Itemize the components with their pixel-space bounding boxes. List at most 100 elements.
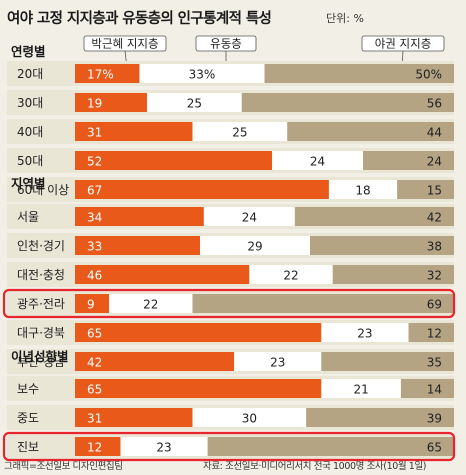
opposition-support-value: 15: [427, 184, 442, 198]
opposition-support-bar: [408, 323, 454, 342]
legend-label: 박근혜 지지층: [91, 37, 158, 51]
swing-voter-value: 24: [242, 211, 257, 225]
opposition-support-value: 38: [427, 240, 442, 254]
legend-box: [83, 35, 167, 52]
ruling-support-bar: [75, 151, 273, 170]
swing-voter-bar: [272, 151, 364, 170]
ruling-support-bar: [75, 294, 110, 313]
ruling-support-bar: [75, 437, 121, 456]
footer-credit: 그래픽=조선일보 디자인편집팀: [4, 461, 123, 472]
swing-voter-bar: [147, 93, 242, 112]
opposition-support-bar: [397, 180, 454, 199]
row-label: 보수: [17, 382, 39, 396]
row-label: 서울: [17, 210, 39, 224]
ruling-support-value: 34: [87, 211, 102, 225]
opposition-support-value: 24: [427, 155, 442, 169]
ruling-support-value: 67: [87, 184, 102, 198]
ruling-support-bar: [75, 323, 322, 342]
legend-label: 야권 지지층: [375, 37, 432, 51]
opposition-support-value: 12: [427, 327, 442, 341]
opposition-support-bar: [294, 207, 454, 226]
ruling-support-value: 52: [87, 155, 102, 169]
opposition-support-bar: [363, 151, 454, 170]
opposition-support-value: 32: [427, 269, 442, 283]
footer: 그래픽=조선일보 디자인편집팀 자료: 조선일보·미디어리서치 전국 1000명…: [4, 458, 427, 472]
ruling-support-value: 12: [87, 441, 102, 455]
ruling-support-value: 19: [87, 97, 102, 111]
swing-voter-value: 22: [143, 298, 158, 312]
ruling-support-value: 65: [87, 383, 102, 397]
group-header: 연령별: [11, 44, 46, 59]
swing-voter-bar: [321, 379, 401, 398]
opposition-support-bar: [207, 437, 454, 456]
opposition-support-bar: [287, 122, 454, 141]
swing-voter-bar: [328, 180, 398, 199]
ruling-support-bar: [75, 93, 148, 112]
ruling-support-value: 42: [87, 356, 102, 370]
swing-voter-bar: [200, 236, 310, 255]
swing-voter-value: 18: [355, 184, 370, 198]
ruling-support-bar: [75, 379, 322, 398]
ruling-support-bar: [75, 408, 193, 427]
ruling-support-bar: [75, 207, 204, 226]
swing-voter-value: 25: [187, 97, 202, 111]
swing-voter-bar: [234, 352, 322, 371]
unit-label: 단위: %: [326, 12, 364, 25]
group-header: 지역별: [11, 176, 46, 191]
row-label: 20대: [17, 67, 43, 81]
opposition-support-bar: [241, 93, 454, 112]
ruling-support-value: 65: [87, 327, 102, 341]
opposition-support-value: 14: [427, 383, 442, 397]
swing-voter-value: 25: [232, 126, 247, 140]
swing-voter-bar: [203, 207, 295, 226]
swing-voter-value: 22: [283, 269, 298, 283]
swing-voter-bar: [139, 64, 265, 83]
opposition-support-bar: [192, 294, 455, 313]
opposition-support-bar: [400, 379, 454, 398]
swing-voter-value: 23: [270, 356, 285, 370]
row-label: 50대: [17, 154, 43, 168]
ruling-support-value: 31: [87, 126, 102, 140]
ruling-support-bar: [75, 122, 193, 141]
swing-voter-bar: [192, 408, 307, 427]
ruling-support-bar: [75, 265, 250, 284]
opposition-support-bar: [332, 265, 454, 284]
chart-title: 여야 고정 지지층과 유동층의 인구통계적 특성: [7, 11, 272, 27]
legend-label: 유동층: [210, 37, 242, 51]
swing-voter-value: 33%: [189, 68, 216, 82]
ruling-support-bar: [75, 180, 329, 199]
opposition-support-bar: [321, 352, 454, 371]
row-label: 중도: [17, 411, 39, 425]
footer-source: 자료: 조선일보·미디어리서치 전국 1000명 조사(10월 1일): [203, 461, 427, 472]
swing-voter-bar: [120, 437, 208, 456]
swing-voter-value: 23: [156, 441, 171, 455]
opposition-support-value: 69: [427, 298, 442, 312]
ruling-support-bar: [75, 64, 140, 83]
highlight-outline: [2, 288, 456, 319]
group-header: 이념성향별: [11, 349, 69, 364]
ruling-support-value: 17%: [87, 68, 114, 82]
swing-voter-bar: [321, 323, 409, 342]
swing-voter-bar: [109, 294, 193, 313]
swing-voter-value: 23: [357, 327, 372, 341]
row-label: 진보: [17, 440, 39, 454]
ruling-support-bar: [75, 352, 235, 371]
opposition-support-bar: [306, 408, 454, 427]
opposition-support-bar: [264, 64, 454, 83]
row-label: 60대 이상: [17, 183, 69, 197]
row-label: 부산·경남: [17, 355, 65, 369]
row-label: 30대: [17, 96, 43, 110]
opposition-support-value: 56: [427, 97, 442, 111]
ruling-support-value: 31: [87, 412, 102, 426]
ruling-support-value: 33: [87, 240, 102, 254]
legend-box: [195, 35, 257, 52]
row-label: 대구·경북: [17, 326, 65, 340]
row-label: 인천·경기: [17, 238, 65, 253]
opposition-support-value: 44: [427, 126, 442, 140]
opposition-support-value: 42: [427, 211, 442, 225]
ruling-support-value: 9: [87, 298, 95, 312]
swing-voter-value: 24: [310, 155, 325, 169]
ruling-support-bar: [75, 236, 201, 255]
ruling-support-value: 46: [87, 269, 102, 283]
